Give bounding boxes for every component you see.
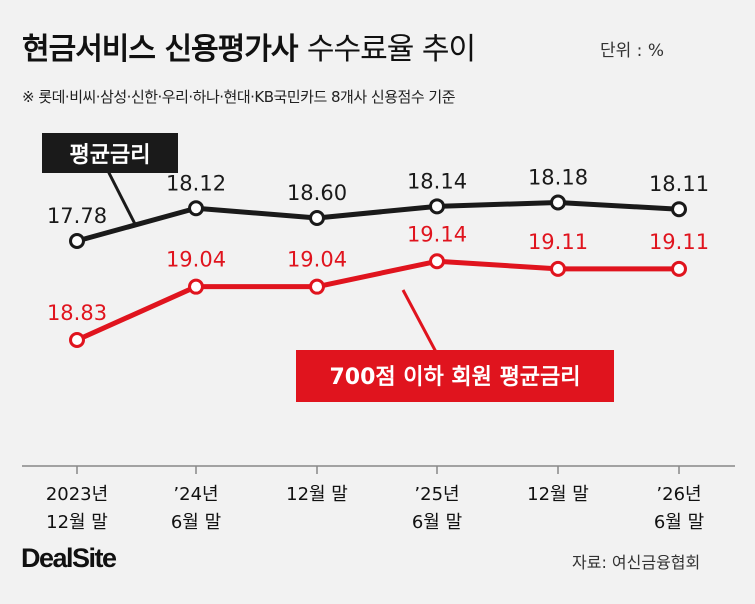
x-tick-label-5: ’26년 — [656, 484, 701, 505]
point-s1-4 — [550, 260, 566, 277]
callout-box-series-1 — [296, 350, 614, 402]
unit-label: 단위 : % — [600, 41, 664, 61]
data-label-s0-1: 18.12 — [166, 171, 226, 195]
chart-title-light: 수수료율 추이 — [306, 32, 476, 67]
data-label-s1-4: 19.11 — [528, 230, 588, 254]
source-note: 자료: 여신금융협회 — [572, 553, 701, 572]
data-label-s1-2: 19.04 — [287, 248, 347, 272]
x-tick-label-1: ’24년 — [173, 484, 218, 505]
data-label-s1-1: 19.04 — [166, 248, 226, 272]
callout-label-series-1: 700점 이하 회원 평균금리 — [329, 365, 580, 390]
point-s0-2 — [309, 210, 325, 226]
x-tick-label-4: 12월 말 — [527, 484, 589, 505]
data-label-s0-3: 18.14 — [407, 169, 467, 193]
point-s1-1 — [188, 278, 204, 295]
data-label-s1-3: 19.14 — [407, 222, 467, 246]
point-s0-4 — [550, 194, 566, 211]
x-tick-label-2: 12월 말 — [286, 484, 348, 505]
chart-title: 현금서비스 신용평가사 수수료율 추이 — [22, 24, 476, 68]
callout-label-series-0: 평균금리 — [70, 143, 151, 168]
data-label-s0-5: 18.11 — [649, 172, 709, 196]
point-s1-0 — [69, 332, 85, 348]
data-label-s0-4: 18.18 — [528, 165, 588, 189]
data-label-s0-0: 17.78 — [47, 204, 107, 228]
series-line-0 — [76, 199, 680, 244]
callout-line-series-1 — [401, 289, 438, 353]
x-tick-label-1-line2: 6월 말 — [171, 512, 221, 533]
point-s1-2 — [309, 278, 325, 295]
point-s0-0 — [69, 233, 85, 249]
chart-subtitle: ※ 롯데·비씨·삼성·신한·우리·하나·현대·KB국민카드 8개사 신용점수 기… — [22, 88, 456, 106]
point-s1-3 — [429, 253, 445, 270]
x-tick-label-5-line2: 6월 말 — [654, 512, 704, 533]
logo: DealSite — [21, 543, 117, 573]
data-label-s1-0: 18.83 — [47, 301, 107, 325]
x-tick-label-0-line2: 12월 말 — [46, 512, 108, 533]
callout-line-series-0 — [106, 170, 137, 225]
point-s1-5 — [671, 260, 687, 277]
point-s0-3 — [429, 198, 445, 215]
chart-title-bold: 현금서비스 신용평가사 — [22, 32, 298, 67]
x-tick-label-3-line2: 6월 말 — [412, 512, 462, 533]
data-label-s0-2: 18.60 — [287, 181, 347, 205]
x-tick-label-0: 2023년 — [46, 484, 108, 505]
point-s0-5 — [671, 201, 687, 218]
series-line-1 — [75, 258, 679, 343]
callout-box-series-0 — [42, 133, 178, 173]
data-label-s1-5: 19.11 — [649, 230, 709, 254]
point-s0-1 — [188, 200, 204, 217]
x-tick-label-3: ’25년 — [414, 484, 459, 505]
